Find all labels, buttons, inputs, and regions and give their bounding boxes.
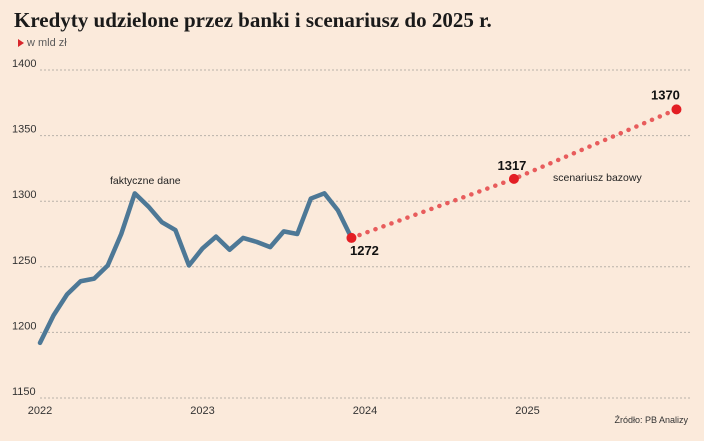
- actual-data-line: [37, 191, 354, 346]
- y-tick-label: 1350: [12, 124, 36, 136]
- data-value-label: 1272: [350, 243, 379, 258]
- data-point-marker: [346, 232, 357, 243]
- y-tick-label: 1200: [12, 320, 36, 332]
- annotation-actual: faktyczne dane: [110, 175, 181, 187]
- data-value-label: 1317: [497, 158, 526, 173]
- x-tick-label: 2024: [353, 405, 377, 417]
- y-tick-label: 1300: [12, 189, 36, 201]
- data-value-label: 1370: [651, 87, 680, 102]
- unit-label: w mld zł: [27, 37, 67, 49]
- data-point-marker: [508, 173, 519, 184]
- y-tick-label: 1150: [12, 386, 36, 398]
- red-triangle-icon: [18, 39, 24, 47]
- y-tick-label: 1250: [12, 255, 36, 267]
- annotation-scenario: scenariusz bazowy: [553, 172, 642, 184]
- x-tick-label: 2025: [515, 405, 539, 417]
- y-tick-label: 1400: [12, 58, 36, 70]
- x-tick-label: 2022: [28, 405, 52, 417]
- scenario-dotted-line: [349, 107, 679, 241]
- source-note: Źródło: PB Analizy: [614, 415, 688, 425]
- data-point-marker: [671, 104, 682, 115]
- x-tick-label: 2023: [190, 405, 214, 417]
- chart-title: Kredyty udzielone przez banki i scenariu…: [14, 8, 492, 32]
- unit-subtitle: w mld zł: [18, 37, 67, 49]
